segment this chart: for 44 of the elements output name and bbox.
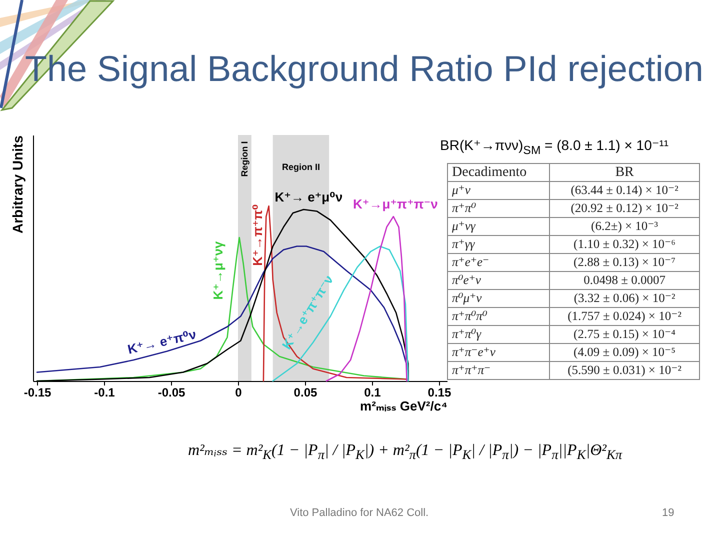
series-label: K⁺→μ⁺π⁺π⁻ν: [352, 196, 438, 212]
text: μ⁺ν: [448, 182, 550, 200]
text: (1.10 ± 0.32) × 10⁻⁶: [550, 236, 700, 254]
text: (3.32 ± 0.06) × 10⁻²: [550, 290, 700, 308]
x-tick-label: 0.1: [364, 386, 382, 400]
text: Decadimento: [448, 164, 550, 182]
text: BR: [550, 164, 700, 182]
x-tick-label: 0.05: [294, 386, 318, 400]
text: Vito Palladino for NA62 Coll.: [290, 507, 429, 519]
text: π⁺e⁺e⁻: [448, 254, 550, 272]
text: (2.88 ± 0.13) × 10⁻⁷: [550, 254, 700, 272]
text: (2.75 ± 0.15) × 10⁻⁴: [550, 326, 700, 344]
text: π⁺π⁰: [448, 200, 550, 218]
text: BR(K⁺→πνν)$_{SM}$ = (8.0 ± 1.1) × 10⁻¹¹: [440, 137, 670, 157]
x-tick-label: -0.05: [158, 386, 186, 400]
x-axis-title: m²ₘᵢₛₛ GeV²/c⁴: [360, 398, 448, 414]
x-tick-label: 0: [235, 386, 242, 400]
text: 0.0498 ± 0.0007: [550, 272, 700, 290]
text: μ⁺νγ: [448, 218, 550, 236]
x-tick-label: 0.15: [428, 386, 452, 400]
series-label: K⁺→ e⁺μ⁰ν: [274, 190, 343, 205]
text: π⁺γγ: [448, 236, 550, 254]
text: (20.92 ± 0.12) × 10⁻²: [550, 200, 700, 218]
text: (4.09 ± 0.09) × 10⁻⁵: [550, 344, 700, 362]
text: m²ₘᵢₛₛ = m²$_{K}$(1 − |P$_{π}$| / |P$_{K}$|) + m²$_{π}$(1 − |P$_{K}$| / |P$_{π}$|) − |P$_{π}$||P$_{K}$|Θ²$_{Kπ}$: [188, 442, 622, 462]
text: π⁺π⁰γ: [448, 326, 550, 344]
text: π⁰μ⁺ν: [448, 290, 550, 308]
text: K⁺→μ⁺νγ: [210, 240, 226, 300]
text: π⁺π⁻e⁺ν: [448, 344, 550, 362]
text: K⁺→π⁺π⁰: [250, 204, 265, 266]
text: (6.2±) × 10⁻³: [550, 218, 700, 236]
text: 19: [662, 507, 674, 519]
y-axis-title: Arbitrary Units: [10, 135, 26, 234]
x-tick-label: -0.1: [94, 386, 116, 400]
band-label: Region II: [282, 162, 320, 172]
text: π⁺π⁺π⁻: [448, 362, 550, 380]
text: K⁺→ e⁺π⁰ν: [126, 326, 198, 357]
text: (1.757 ± 0.024) × 10⁻²: [550, 308, 700, 326]
x-tick-label: -0.15: [24, 386, 52, 400]
band-label: Region I: [240, 141, 250, 177]
text: (63.44 ± 0.14) × 10⁻²: [550, 182, 700, 200]
text: (5.590 ± 0.031) × 10⁻²: [550, 362, 700, 380]
text: π⁰e⁺ν: [448, 272, 550, 290]
text: π⁺π⁰π⁰: [448, 308, 550, 326]
